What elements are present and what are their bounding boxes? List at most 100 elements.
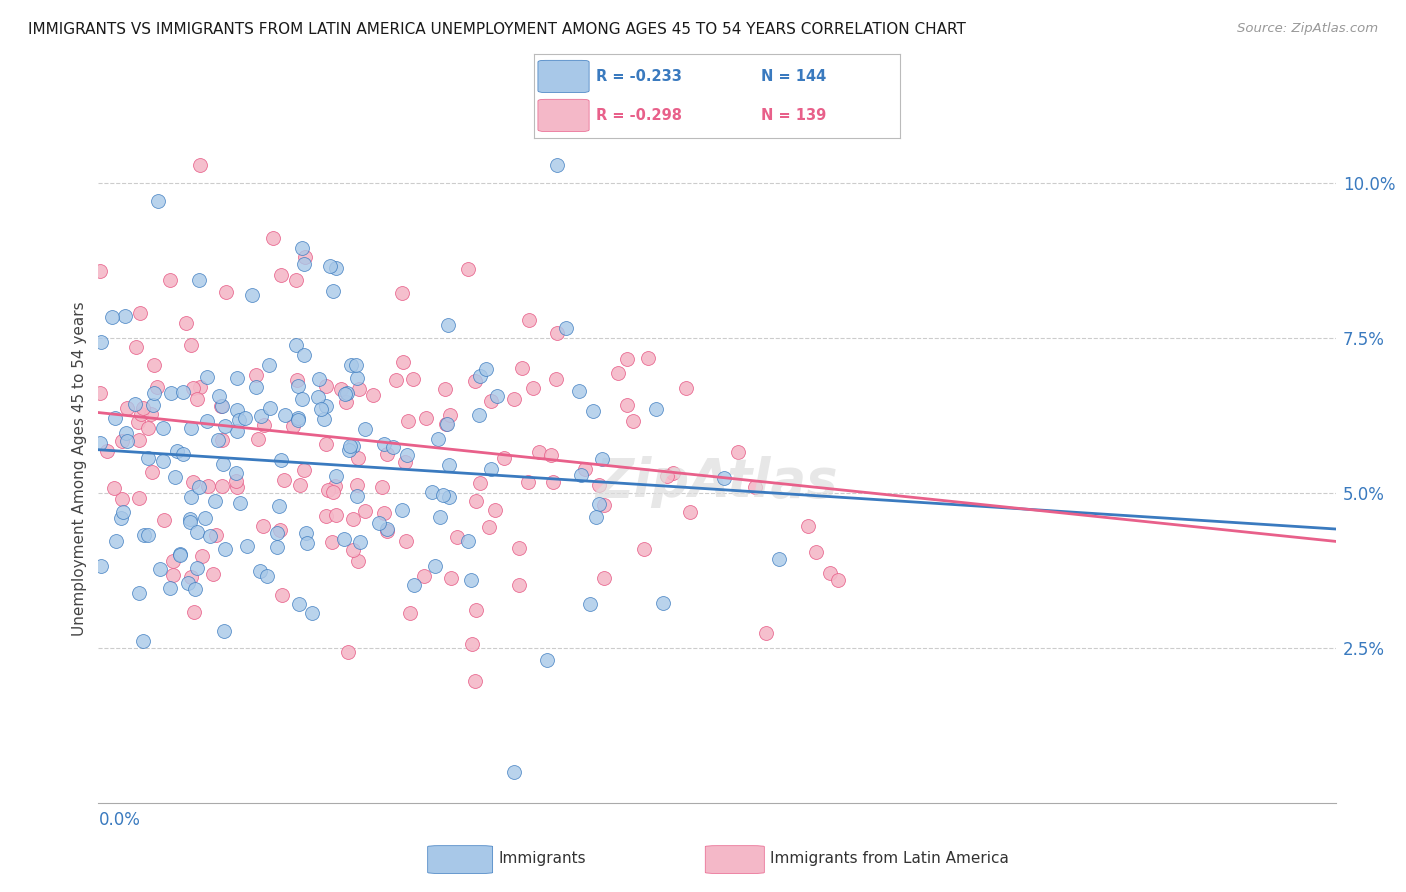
Point xyxy=(212,458,235,472)
Point xyxy=(179,512,201,526)
Point xyxy=(373,437,395,451)
Point xyxy=(645,401,668,416)
Point xyxy=(111,491,134,506)
Point xyxy=(285,273,308,287)
Point xyxy=(266,525,288,540)
Point xyxy=(492,450,515,465)
Point xyxy=(152,421,174,435)
FancyBboxPatch shape xyxy=(427,846,492,873)
Point xyxy=(322,485,344,500)
Point xyxy=(89,264,111,278)
Point xyxy=(522,381,544,395)
Point xyxy=(211,433,233,447)
Point xyxy=(115,425,138,440)
Point xyxy=(744,480,766,494)
Point xyxy=(117,401,139,415)
Point xyxy=(287,373,309,387)
Point xyxy=(344,358,367,372)
Point xyxy=(661,466,683,480)
Point xyxy=(460,573,482,587)
Point xyxy=(166,443,188,458)
Point xyxy=(574,462,596,476)
Point xyxy=(134,528,156,542)
Point xyxy=(679,505,702,519)
Point xyxy=(152,454,174,468)
Point xyxy=(211,399,233,413)
Point xyxy=(606,366,628,380)
Point xyxy=(290,241,312,255)
Point xyxy=(457,534,479,549)
Point xyxy=(675,381,697,395)
Point xyxy=(270,268,292,282)
Point xyxy=(271,588,294,602)
Point xyxy=(322,285,344,299)
Point xyxy=(115,434,138,448)
Point xyxy=(368,516,391,531)
Text: R = -0.298: R = -0.298 xyxy=(596,108,682,123)
Point xyxy=(240,288,263,302)
Point xyxy=(479,462,502,476)
Point xyxy=(818,566,841,580)
Point xyxy=(637,351,659,366)
Text: IMMIGRANTS VS IMMIGRANTS FROM LATIN AMERICA UNEMPLOYMENT AMONG AGES 45 TO 54 YEA: IMMIGRANTS VS IMMIGRANTS FROM LATIN AMER… xyxy=(28,22,966,37)
Point xyxy=(127,415,149,429)
Point xyxy=(585,510,607,524)
Point xyxy=(149,562,172,576)
Point xyxy=(439,408,461,422)
Point xyxy=(226,403,249,417)
Point xyxy=(141,465,163,479)
Point xyxy=(478,520,501,534)
Point xyxy=(201,566,224,581)
Point xyxy=(124,340,146,354)
Point xyxy=(546,158,568,172)
Point xyxy=(294,250,316,264)
Point xyxy=(470,369,492,384)
Point xyxy=(110,510,132,524)
Point xyxy=(339,358,361,372)
Point xyxy=(519,313,541,327)
Point xyxy=(259,401,281,415)
Point xyxy=(346,554,368,568)
Point xyxy=(375,524,398,539)
Point xyxy=(188,158,211,172)
Point xyxy=(285,337,308,351)
Point xyxy=(546,326,568,341)
Point xyxy=(382,440,405,454)
Point xyxy=(342,512,364,526)
Point xyxy=(249,564,271,578)
Point xyxy=(508,577,530,591)
Point xyxy=(207,433,229,447)
Point xyxy=(395,448,418,462)
Point xyxy=(204,494,226,508)
Point xyxy=(375,448,398,462)
Point xyxy=(169,548,191,562)
Point xyxy=(247,432,270,446)
Point xyxy=(186,392,208,406)
Point xyxy=(90,558,112,573)
Point xyxy=(827,574,849,588)
Text: N = 144: N = 144 xyxy=(761,69,827,84)
Point xyxy=(475,362,498,376)
Point xyxy=(132,401,155,415)
Point xyxy=(273,473,295,487)
Point xyxy=(540,448,562,462)
Point xyxy=(315,437,337,451)
Point xyxy=(103,481,125,495)
Point xyxy=(104,410,127,425)
Point xyxy=(225,371,247,385)
Point xyxy=(591,451,613,466)
Point xyxy=(354,504,377,518)
Point xyxy=(398,606,420,620)
Point xyxy=(457,261,479,276)
Point xyxy=(335,394,357,409)
Text: R = -0.233: R = -0.233 xyxy=(596,69,682,84)
Point xyxy=(225,466,247,480)
Point xyxy=(195,414,218,428)
Point xyxy=(132,633,155,648)
Point xyxy=(427,432,450,446)
Point xyxy=(295,535,318,549)
Text: Immigrants: Immigrants xyxy=(499,851,586,866)
Point xyxy=(215,285,238,299)
Point xyxy=(433,382,456,396)
Point xyxy=(446,530,468,544)
